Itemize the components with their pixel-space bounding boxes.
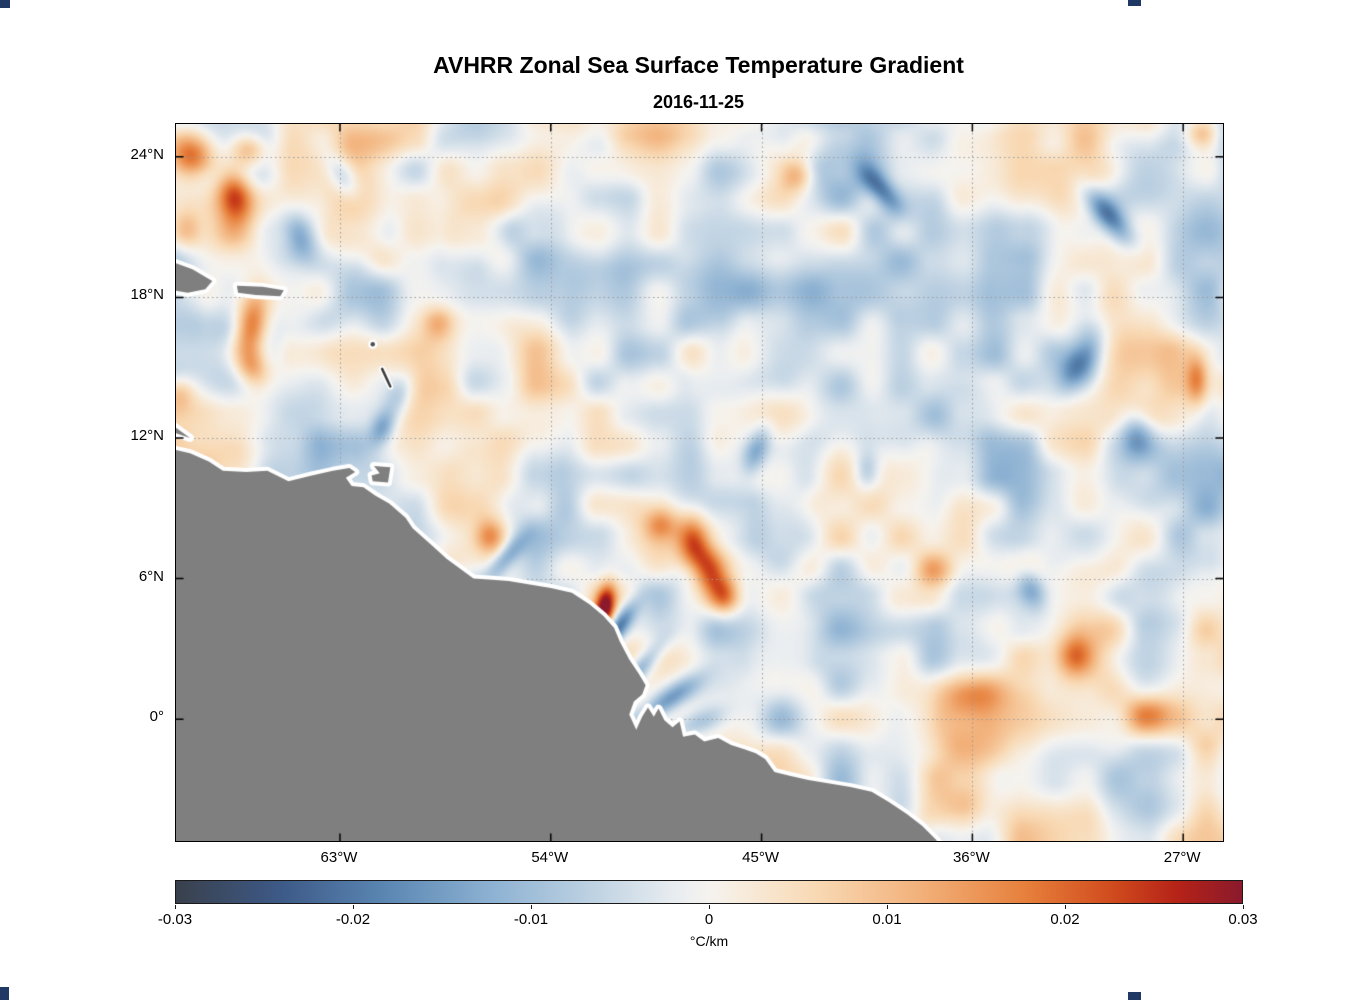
- colorbar: [175, 880, 1243, 904]
- y-axis-tick-label: 18°N: [130, 286, 164, 304]
- colorbar-tick-mark: [1243, 905, 1244, 909]
- colorbar-tick-label: -0.03: [157, 911, 193, 928]
- x-axis-tick-label: 63°W: [320, 849, 358, 866]
- colorbar-units-label: °C/km: [689, 933, 729, 949]
- colorbar-tick-label: 0.01: [872, 911, 902, 928]
- x-axis-tick-label: 54°W: [531, 849, 569, 866]
- colorbar-tick-mark: [1065, 905, 1066, 909]
- fiducial-marker: [1128, 992, 1141, 1000]
- x-axis-tick-label: 27°W: [1163, 849, 1201, 866]
- chart-title: AVHRR Zonal Sea Surface Temperature Grad…: [433, 52, 964, 78]
- colorbar-tick-label: 0.03: [1228, 911, 1258, 928]
- y-axis-tick-label: 6°N: [138, 567, 164, 585]
- colorbar-tick-label: 0.02: [1050, 911, 1080, 928]
- y-axis-tick-label: 0°: [149, 708, 164, 726]
- chart-subtitle: 2016-11-25: [652, 92, 745, 112]
- colorbar-tick-label: -0.01: [513, 911, 549, 928]
- colorbar-tick-mark: [887, 905, 888, 909]
- fiducial-marker: [1128, 0, 1141, 6]
- x-axis-tick-label: 45°W: [742, 849, 779, 866]
- fiducial-marker: [0, 987, 9, 1000]
- y-axis-tick-label: 12°N: [130, 426, 164, 444]
- fiducial-marker: [0, 0, 10, 8]
- colorbar-tick-mark: [709, 905, 710, 909]
- x-axis-tick-label: 36°W: [952, 849, 990, 866]
- map-canvas: [176, 124, 1223, 841]
- colorbar-tick-mark: [531, 905, 532, 909]
- colorbar-tick-label: -0.02: [335, 911, 371, 928]
- colorbar-tick-label: 0: [704, 911, 714, 928]
- y-axis-tick-label: 24°N: [130, 145, 164, 163]
- colorbar-tick-mark: [175, 905, 176, 909]
- map-plot-area: [175, 123, 1224, 842]
- colorbar-tick-mark: [353, 905, 354, 909]
